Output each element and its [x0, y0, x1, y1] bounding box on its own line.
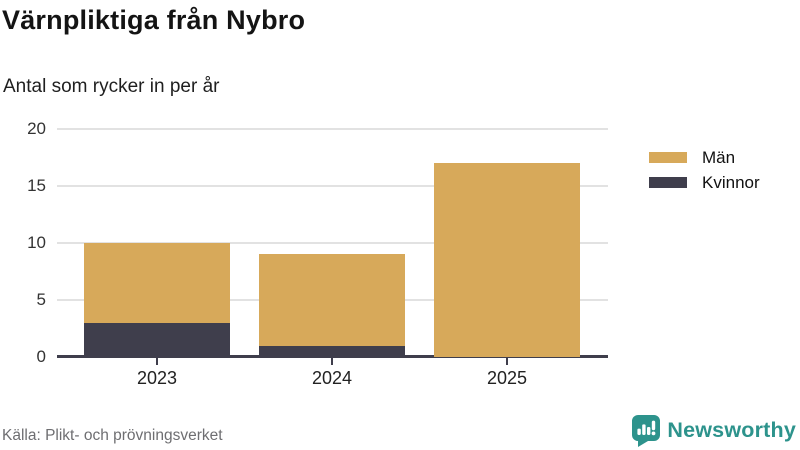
y-tick-label-20: 20: [27, 119, 46, 138]
gridline-15: [57, 185, 608, 187]
y-tick-label-10: 10: [27, 233, 46, 252]
legend-item-män: Män: [649, 147, 760, 168]
legend: Män Kvinnor: [649, 147, 760, 197]
bar-segment-män-2024: [259, 254, 405, 346]
bar-segment-män-2023: [84, 243, 230, 323]
bar-segment-män-2025: [434, 163, 580, 357]
x-tick-2025: [506, 357, 508, 365]
plot-area: [57, 128, 608, 365]
legend-item-kvinnor: Kvinnor: [649, 172, 760, 193]
x-tick-label-2025: 2025: [486, 368, 528, 388]
source-note: Källa: Plikt- och prövningsverket: [2, 427, 223, 444]
x-tick-label-2024: 2024: [311, 368, 353, 388]
x-axis-labels: 2023 2024 2025: [57, 368, 608, 392]
legend-swatch-kvinnor: [649, 177, 687, 188]
x-tick-2023: [156, 357, 158, 365]
brand-link[interactable]: Newsworthy: [631, 414, 796, 447]
brand-name: Newsworthy: [667, 418, 796, 442]
y-tick-label-5: 5: [36, 290, 46, 309]
chart-title: Värnpliktiga från Nybro: [2, 5, 306, 35]
gridline-20: [57, 128, 608, 130]
chart-subtitle: Antal som rycker in per år: [3, 76, 220, 97]
bar-chart-speech-bubble-icon: [632, 415, 661, 447]
bar-segment-kvinnor-2024: [259, 345, 405, 357]
legend-swatch-män: [649, 152, 687, 163]
x-tick-2024: [331, 357, 333, 365]
legend-label-kvinnor: Kvinnor: [702, 172, 760, 192]
legend-label-män: Män: [702, 147, 736, 167]
y-tick-label-0: 0: [36, 347, 46, 366]
y-tick-label-15: 15: [27, 176, 46, 195]
y-axis-labels: 0 5 10 15 20: [0, 119, 46, 366]
bar-segment-kvinnor-2023: [84, 322, 230, 357]
gridline-10: [57, 242, 608, 244]
x-tick-label-2023: 2023: [136, 368, 178, 388]
